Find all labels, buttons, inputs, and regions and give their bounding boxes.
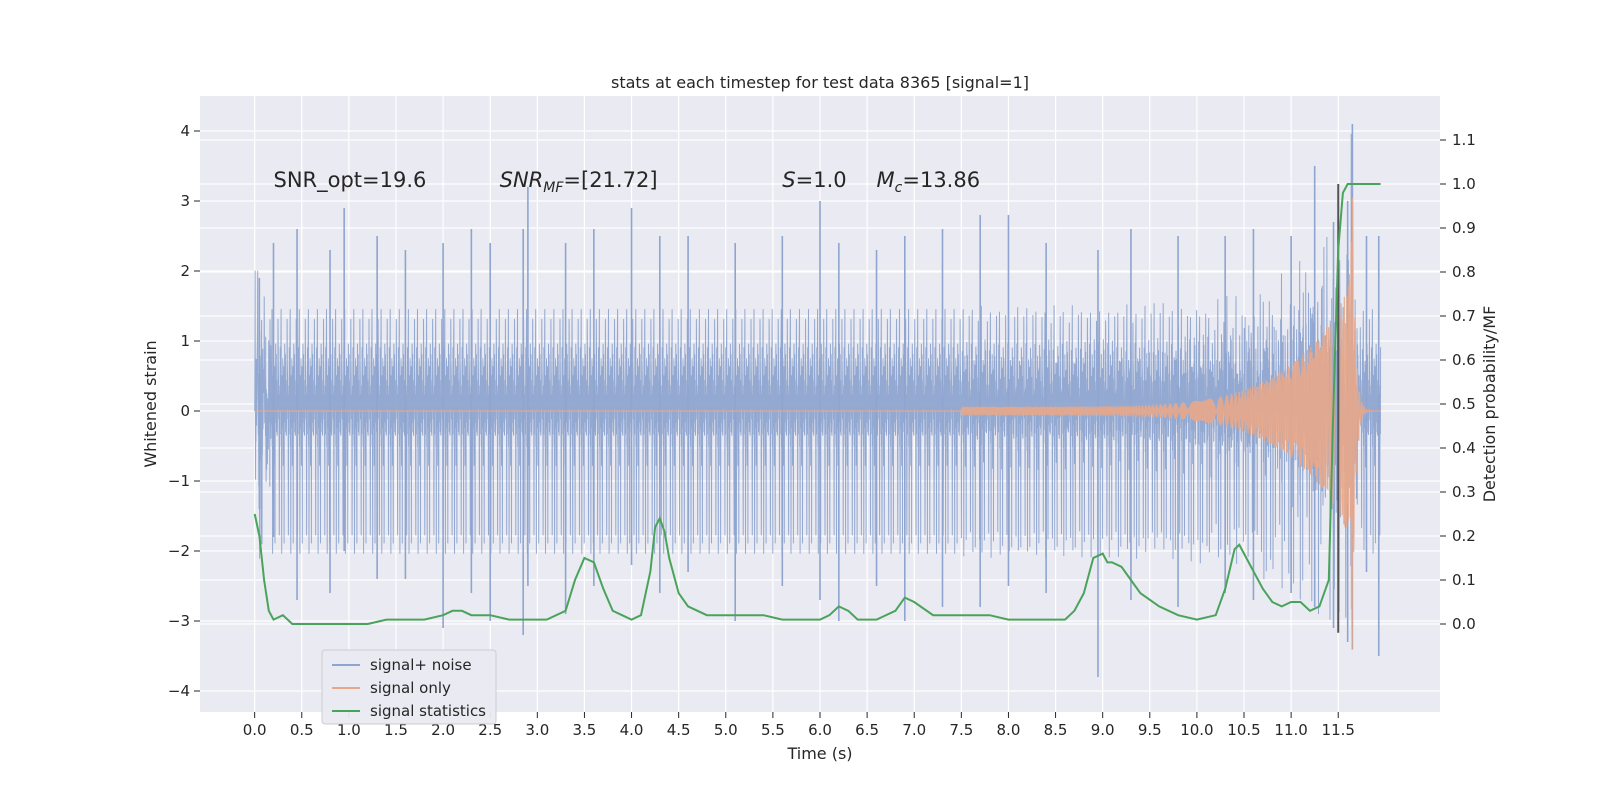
y-right-tick-label-5: 0.5 (1452, 395, 1476, 413)
x-tick-label-15: 7.5 (949, 721, 973, 739)
x-tick-label-16: 8.0 (997, 721, 1021, 739)
x-tick-label-11: 5.5 (761, 721, 785, 739)
y-left-tick-label-6: 2 (180, 262, 190, 280)
stats-trace (253, 183, 1381, 625)
x-tick-label-4: 2.0 (431, 721, 455, 739)
x-tick-label-0: 0.0 (243, 721, 267, 739)
x-tick-label-2: 1.0 (337, 721, 361, 739)
series-signal-statistics (253, 183, 1381, 625)
y-right-tick-label-9: 0.9 (1452, 219, 1476, 237)
annotation-snr-opt: SNR_opt=19.6 (273, 168, 426, 193)
x-tick-label-10: 5.0 (714, 721, 738, 739)
legend-label-1: signal only (370, 679, 451, 697)
x-tick-label-12: 6.0 (808, 721, 832, 739)
x-tick-label-7: 3.5 (573, 721, 597, 739)
legend-box (321, 649, 497, 725)
y-axis-right-label: Detection probability/MF (1480, 306, 1499, 503)
x-tick-label-14: 7.0 (902, 721, 926, 739)
y-right-tick-label-0: 0.0 (1452, 615, 1476, 633)
y-right-tick-label-6: 0.6 (1452, 351, 1476, 369)
annotations: SNR_opt=19.6 SNRMF=[21.72] S=1.0 Mc=13.86 (273, 168, 980, 196)
x-axis-label: Time (s) (786, 744, 852, 763)
x-tick-label-5: 2.5 (478, 721, 502, 739)
legend-label-0: signal+ noise (370, 656, 472, 674)
y-right-tick-label-2: 0.2 (1452, 527, 1476, 545)
x-tick-label-9: 4.5 (667, 721, 691, 739)
y-axis-left-label: Whitened strain (141, 340, 160, 467)
x-tick-label-20: 10.0 (1180, 721, 1213, 739)
y-left-tick-label-2: −2 (168, 542, 190, 560)
x-tick-label-22: 11.0 (1274, 721, 1307, 739)
x-tick-label-17: 8.5 (1044, 721, 1068, 739)
y-right-tick-label-8: 0.8 (1452, 263, 1476, 281)
y-axis-right: 0.0 0.1 0.2 0.3 0.4 0.5 0.6 0.7 0.8 0.9 1.0 1.1 (1440, 131, 1476, 633)
x-tick-label-8: 4.0 (620, 721, 644, 739)
y-left-tick-label-0: −4 (168, 682, 190, 700)
x-tick-label-21: 10.5 (1227, 721, 1260, 739)
y-axis-left: −4 −3 −2 −1 0 1 2 3 4 (168, 122, 200, 700)
x-tick-label-13: 6.5 (855, 721, 879, 739)
y-right-tick-label-7: 0.7 (1452, 307, 1476, 325)
signal-trace (254, 197, 1381, 651)
chart-title: stats at each timestep for test data 836… (611, 73, 1029, 92)
y-right-tick-label-10: 1.0 (1452, 175, 1476, 193)
annotation-s-value: S=1.0 (782, 168, 846, 192)
y-right-tick-label-3: 0.3 (1452, 483, 1476, 501)
y-left-tick-label-7: 3 (180, 192, 190, 210)
annotation-snr-mf: SNRMF=[21.72] (500, 168, 658, 196)
y-left-tick-label-1: −3 (168, 612, 190, 630)
legend-label-2: signal statistics (370, 702, 486, 720)
y-left-tick-label-4: 0 (180, 402, 190, 420)
y-right-tick-label-1: 0.1 (1452, 571, 1476, 589)
y-right-tick-label-11: 1.1 (1452, 131, 1476, 149)
y-left-tick-label-8: 4 (180, 122, 190, 140)
y-right-tick-label-4: 0.4 (1452, 439, 1476, 457)
x-tick-label-18: 9.0 (1091, 721, 1115, 739)
x-tick-label-3: 1.5 (384, 721, 408, 739)
x-tick-label-1: 0.5 (290, 721, 314, 739)
legend: signal+ noise signal only signal statistic… (321, 649, 497, 725)
x-axis: 0.0 0.5 1.0 1.5 2.0 2.5 3.0 3.5 4.0 4.5 5.0 5.5 6.0 6… (243, 712, 1355, 739)
series-signal-only (254, 197, 1381, 651)
x-tick-label-6: 3.0 (525, 721, 549, 739)
y-left-tick-label-5: 1 (180, 332, 190, 350)
x-tick-label-23: 11.5 (1322, 721, 1355, 739)
annotation-mc-value: Mc=13.86 (877, 168, 981, 196)
y-left-tick-label-3: −1 (168, 472, 190, 490)
x-tick-label-19: 9.5 (1138, 721, 1162, 739)
